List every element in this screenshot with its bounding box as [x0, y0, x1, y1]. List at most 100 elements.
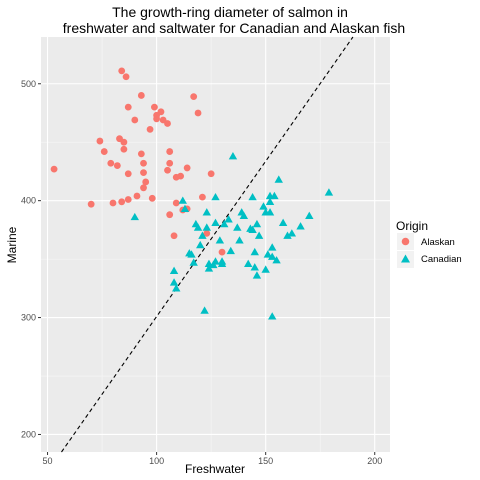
point-canadian [211, 257, 220, 265]
point-alaskan [124, 103, 132, 111]
grid-minor [41, 37, 390, 452]
point-canadian [226, 246, 235, 255]
point-alaskan [50, 165, 58, 173]
y-tick-label: 200 [21, 429, 36, 439]
point-canadian [250, 263, 259, 271]
point-canadian [248, 225, 257, 234]
x-tick-label: 100 [149, 456, 164, 466]
point-alaskan [124, 170, 132, 178]
point-canadian [202, 208, 211, 216]
point-alaskan [190, 93, 198, 101]
point-canadian [169, 278, 179, 286]
x-axis: 50 100 150 200 [43, 452, 382, 466]
point-alaskan [131, 116, 139, 124]
point-alaskan [172, 199, 180, 207]
point-canadian [224, 215, 233, 223]
point-canadian [272, 256, 281, 264]
point-canadian [261, 265, 270, 273]
point-canadian [274, 175, 283, 183]
point-canadian [265, 208, 275, 216]
legend: Origin Alaskan Canadian [396, 219, 462, 268]
point-alaskan [177, 172, 185, 180]
point-canadian [305, 211, 314, 220]
point-canadian [268, 252, 277, 260]
point-alaskan [124, 196, 132, 203]
reference-line [61, 36, 354, 453]
point-canadian [248, 192, 257, 201]
point-alaskan [100, 148, 108, 155]
point-canadian [244, 259, 253, 267]
point-alaskan [118, 198, 126, 206]
point-canadian [252, 219, 262, 228]
point-alaskan [113, 162, 121, 169]
y-axis-title: Marine [5, 226, 19, 263]
point-alaskan [118, 67, 126, 75]
point-canadian [278, 218, 288, 227]
point-canadian [200, 306, 209, 314]
point-canadian [211, 218, 220, 227]
x-axis-title: Freshwater [185, 462, 245, 476]
point-alaskan [120, 145, 128, 153]
point-canadian [233, 223, 242, 231]
point-alaskan [142, 178, 150, 186]
point-alaskan [133, 192, 141, 200]
point-canadian [235, 236, 244, 244]
point-canadian [180, 204, 190, 212]
point-canadian [202, 223, 211, 231]
legend-key-alaskan [401, 237, 410, 246]
point-canadian [268, 243, 277, 251]
point-canadian [178, 196, 187, 204]
point-canadian [204, 264, 214, 272]
point-canadian [217, 259, 227, 267]
y-tick-label: 400 [21, 196, 36, 206]
legend-label-alaskan: Alaskan [421, 237, 455, 248]
point-canadian [259, 202, 268, 210]
point-canadian [193, 223, 203, 231]
point-alaskan [153, 115, 161, 123]
point-alaskan [166, 211, 174, 219]
point-alaskan [137, 150, 145, 158]
point-canadian [268, 312, 277, 320]
point-alaskan [140, 184, 147, 192]
point-alaskan [140, 159, 147, 167]
point-canadian [228, 152, 238, 160]
point-alaskan [170, 232, 178, 240]
point-canadian [189, 258, 198, 266]
point-alaskan [203, 229, 211, 237]
point-alaskan [164, 166, 171, 174]
legend-key-canadian [401, 254, 410, 263]
point-alaskan [107, 159, 115, 167]
point-canadian [324, 188, 334, 196]
point-alaskan [120, 138, 128, 146]
point-canadian [263, 250, 273, 258]
point-alaskan [194, 109, 202, 117]
point-canadian [252, 271, 262, 279]
point-alaskan [87, 200, 95, 208]
point-canadian [196, 240, 205, 249]
legend-title: Origin [396, 219, 428, 233]
point-alaskan [122, 73, 130, 81]
point-alaskan [96, 137, 104, 145]
point-alaskan [148, 194, 156, 202]
point-canadian [215, 236, 225, 244]
point-alaskan [199, 193, 206, 201]
legend-label-canadian: Canadian [421, 254, 462, 265]
x-tick-label: 200 [367, 456, 382, 466]
point-canadian [287, 229, 297, 237]
point-canadian [187, 250, 196, 258]
point-alaskan [146, 125, 154, 133]
chart-title-line-1: The growth-ring diameter of salmon in [112, 4, 348, 20]
data-points [50, 67, 334, 320]
point-canadian [239, 211, 249, 220]
point-alaskan [207, 170, 215, 178]
x-tick-label: 150 [258, 456, 273, 466]
plot-panel [41, 37, 390, 452]
point-alaskan [157, 108, 165, 116]
point-canadian [296, 222, 305, 230]
point-canadian [130, 212, 139, 221]
point-alaskan [164, 120, 171, 127]
point-alaskan [183, 164, 191, 172]
point-canadian [250, 247, 259, 256]
point-canadian [172, 284, 181, 292]
